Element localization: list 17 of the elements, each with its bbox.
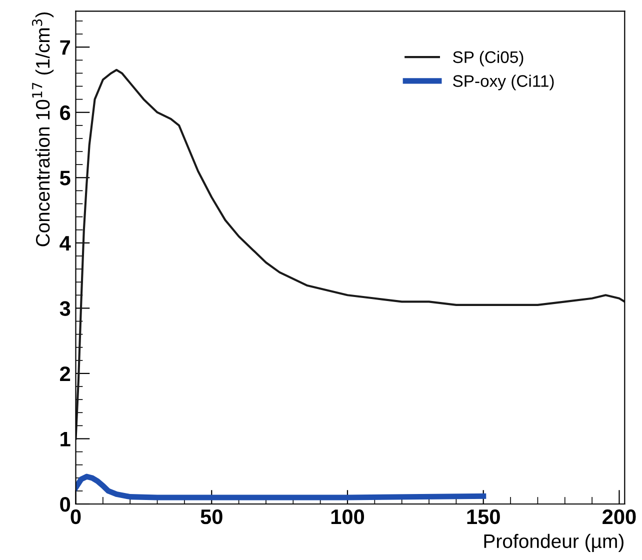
- x-tick-label: 200: [602, 509, 636, 524]
- y-tick-label: 3: [60, 301, 70, 316]
- x-tick-label: 100: [331, 509, 364, 524]
- legend-label: SP (Ci05): [453, 50, 524, 66]
- y-tick-label: 5: [60, 170, 70, 186]
- y-tick-label: 6: [60, 105, 70, 120]
- x-tick-label: 150: [467, 509, 500, 524]
- y-tick-label: 1: [60, 432, 70, 446]
- y-tick-label: 2: [60, 366, 70, 382]
- y-tick-label: 4: [60, 236, 71, 250]
- x-tick-label: 50: [200, 509, 222, 524]
- x-tick-label: 0: [70, 509, 81, 524]
- x-axis-title: Profondeur (µm): [484, 534, 624, 552]
- legend-label: SP-oxy (Ci11): [453, 74, 554, 90]
- y-tick-label: 7: [60, 40, 70, 55]
- y-axis-title: Concentration 10$^{17}$ (1/cm$^{3}$): [32, 12, 54, 246]
- y-tick-label: 0: [60, 497, 70, 512]
